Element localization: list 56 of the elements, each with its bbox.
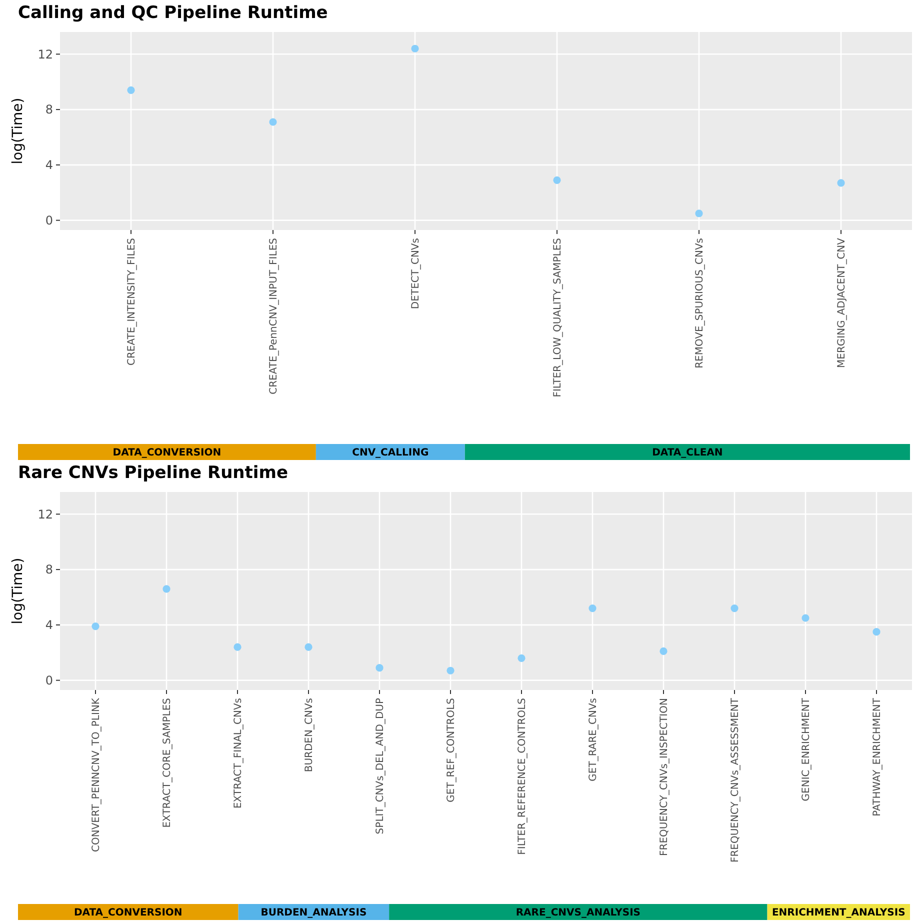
y-tick-label: 8 bbox=[45, 102, 53, 117]
point bbox=[660, 647, 668, 656]
x-tick-label: REMOVE_SPURIOUS_CNVs bbox=[694, 238, 706, 368]
point bbox=[92, 622, 100, 630]
point bbox=[446, 666, 454, 674]
y-tick-label: 12 bbox=[38, 507, 53, 522]
x-tick-label: FREQUENCY_CNVs_ASSESSMENT bbox=[730, 697, 741, 863]
point bbox=[162, 585, 170, 593]
x-tick-label: EXTRACT_FINAL_CNVs bbox=[233, 698, 244, 809]
x-tick-label: FREQUENCY_CNVs_INSPECTION bbox=[659, 698, 670, 856]
y-tick-label: 8 bbox=[45, 562, 53, 577]
point bbox=[304, 643, 312, 651]
x-tick-label: GET_REF_CONTROLS bbox=[446, 698, 457, 802]
x-tick-label: CREATE_PennCNV_INPUT_FILES bbox=[268, 238, 280, 394]
point bbox=[127, 86, 135, 94]
series-label: ENRICHMENT_ANALYSIS bbox=[772, 908, 906, 918]
x-tick-label: FILTER_REFERENCE_CONTROLS bbox=[517, 698, 528, 855]
point bbox=[518, 654, 526, 662]
point bbox=[269, 118, 277, 126]
x-tick-label: DETECT_CNVs bbox=[410, 238, 422, 310]
chart-title: Rare CNVs Pipeline Runtime bbox=[18, 463, 288, 483]
bar bbox=[389, 904, 768, 920]
point bbox=[872, 628, 880, 636]
point bbox=[588, 604, 596, 612]
y-tick-label: 0 bbox=[45, 214, 53, 228]
x-tick-label: GET_RARE_CNVs bbox=[588, 698, 599, 782]
point bbox=[553, 176, 561, 184]
point bbox=[376, 664, 384, 672]
series-label: BURDEN_ANALYSIS bbox=[260, 908, 367, 918]
chart-title: Calling and QC Pipeline Runtime bbox=[18, 3, 328, 23]
series-label: DATA_CLEAN bbox=[652, 448, 723, 458]
y-axis-title: log(Time) bbox=[10, 98, 26, 164]
series-label: DATA_CONVERSION bbox=[74, 908, 182, 918]
x-tick-label: FILTER_LOW_QUALITY_SAMPLES bbox=[552, 238, 564, 398]
y-tick-label: 0 bbox=[45, 674, 53, 688]
y-tick-label: 4 bbox=[45, 618, 53, 632]
series-label: CNV_CALLING bbox=[352, 448, 429, 458]
point bbox=[234, 643, 242, 651]
y-tick-label: 12 bbox=[38, 47, 53, 62]
y-tick-label: 4 bbox=[45, 158, 53, 172]
x-tick-label: SPLIT_CNVs_DEL_AND_DUP bbox=[375, 698, 386, 834]
x-tick-label: CREATE_INTENSITY_FILES bbox=[126, 238, 138, 366]
x-tick-label: MERGING_ADJACENT_CNV bbox=[836, 238, 848, 368]
x-tick-label: PATHWAY_ENRICHMENT bbox=[872, 697, 883, 816]
point bbox=[837, 179, 845, 187]
x-tick-label: GENIC_ENRICHMENT bbox=[801, 697, 812, 802]
point bbox=[695, 210, 703, 218]
x-tick-label: CONVERT_PENNCNV_TO_PLINK bbox=[91, 698, 102, 852]
point bbox=[730, 604, 738, 612]
series-label: RARE_CNVS_ANALYSIS bbox=[516, 908, 641, 918]
x-tick-label: BURDEN_CNVs bbox=[304, 698, 315, 772]
y-axis-title: log(Time) bbox=[10, 558, 26, 624]
series-label: DATA_CONVERSION bbox=[112, 448, 222, 458]
x-tick-label: EXTRACT_CORE_SAMPLES bbox=[162, 698, 173, 828]
point bbox=[411, 44, 419, 52]
point bbox=[802, 614, 810, 622]
